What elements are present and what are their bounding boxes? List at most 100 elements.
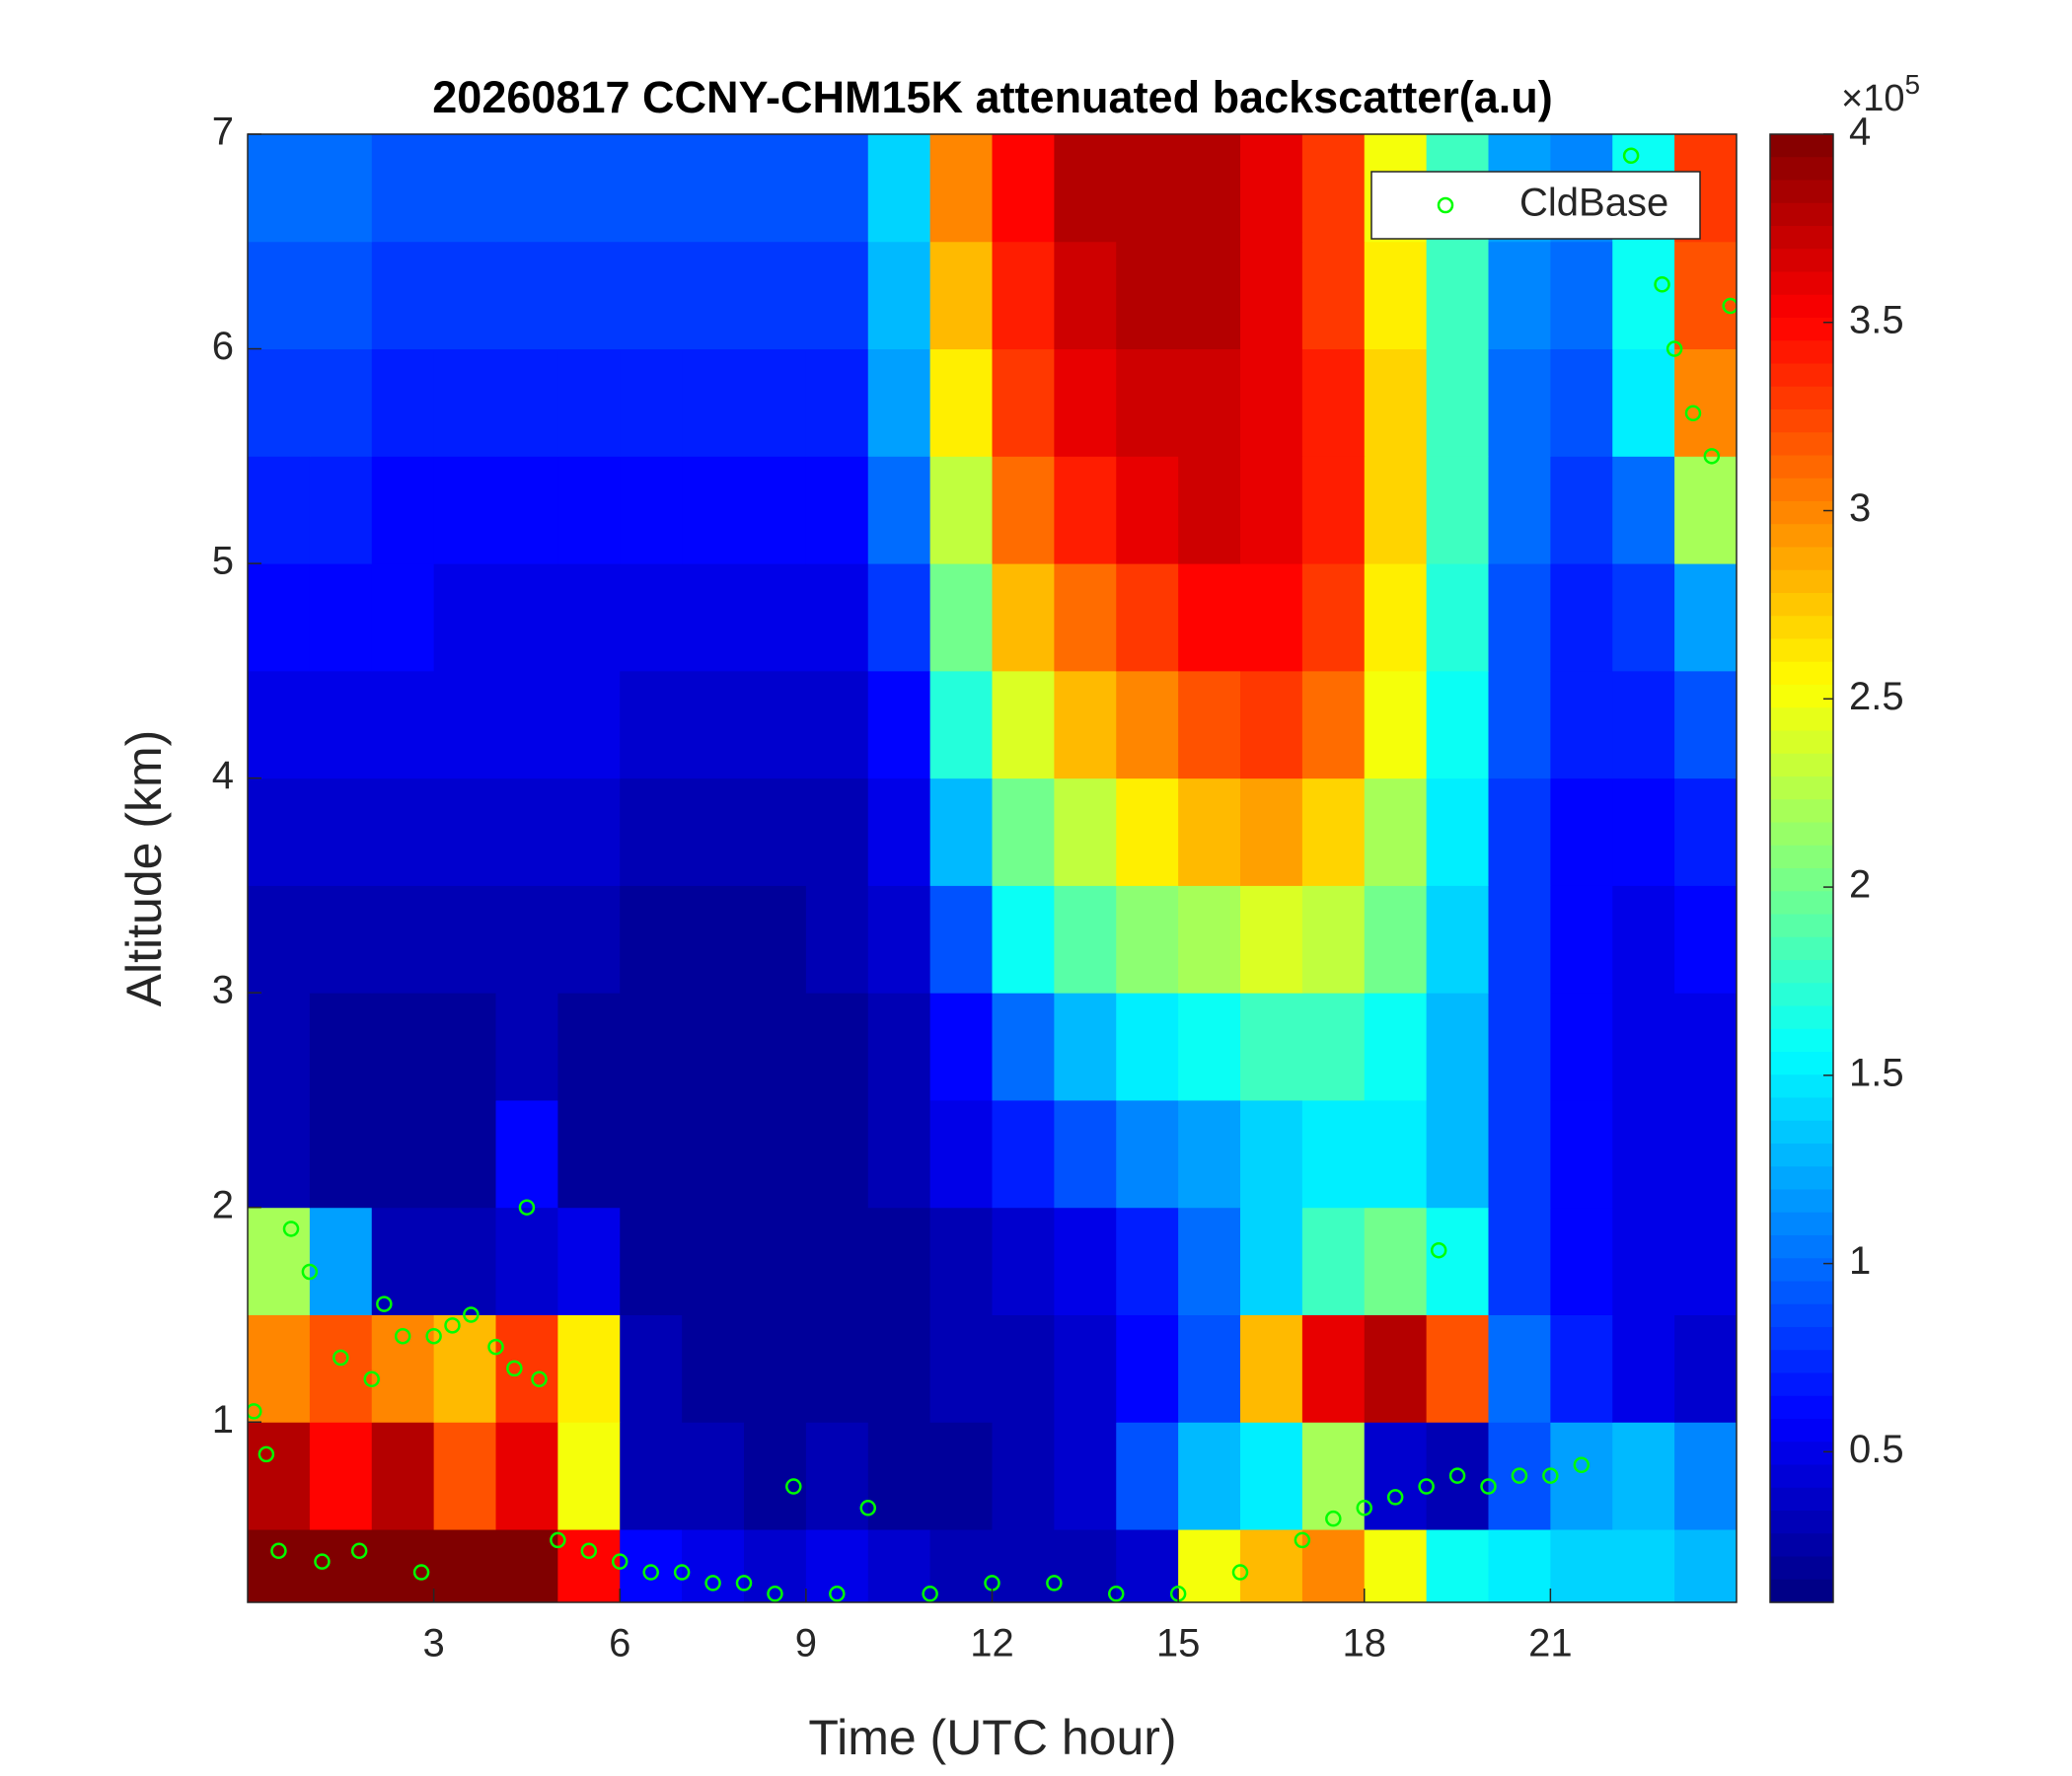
heat-cell: [1488, 1314, 1551, 1423]
colorbar-tick-label: 2: [1849, 863, 1871, 907]
heat-cell: [805, 1529, 869, 1602]
heat-cell: [495, 1099, 558, 1209]
heat-cell: [620, 348, 683, 457]
colorbar-segment: [1770, 1533, 1833, 1558]
colorbar-segment: [1770, 1419, 1833, 1443]
heat-cell: [248, 1422, 311, 1530]
heat-cell: [248, 134, 311, 243]
heat-cell: [1301, 1422, 1366, 1530]
heat-cell: [495, 993, 558, 1101]
heat-cell: [682, 1422, 745, 1530]
heat-cell: [1550, 777, 1613, 886]
colorbar-segment: [1770, 1005, 1833, 1030]
heat-cell: [867, 1207, 931, 1315]
heat-cell: [620, 456, 683, 564]
cloud-base-point: [642, 1564, 659, 1581]
heat-cell: [1426, 241, 1489, 350]
heat-cell: [433, 670, 496, 779]
heat-cell: [992, 777, 1055, 886]
legend-marker: [1437, 196, 1454, 214]
x-tick-label: 6: [609, 1622, 630, 1665]
heat-cell: [1054, 134, 1117, 243]
heat-cell: [371, 1314, 435, 1423]
colorbar-segment: [1770, 249, 1833, 273]
heat-cell: [248, 1099, 311, 1209]
heat-cell: [805, 134, 869, 243]
heat-cell: [1054, 993, 1117, 1101]
heat-cell: [1178, 670, 1241, 779]
heat-cell: [1178, 456, 1241, 564]
heat-cell: [1301, 1207, 1366, 1315]
heat-cell: [1426, 1529, 1489, 1602]
cloud-base-point: [376, 1295, 393, 1312]
cloud-base-point: [922, 1586, 938, 1602]
heat-cell: [1364, 241, 1428, 350]
colorbar-segment: [1770, 593, 1833, 617]
cloud-base-point: [767, 1586, 783, 1602]
cloud-base-point: [1703, 448, 1721, 465]
colorbar-segment: [1770, 753, 1833, 777]
heat-cell: [1240, 777, 1303, 886]
heat-cell: [620, 1314, 683, 1423]
heat-cell: [805, 885, 869, 994]
legend-label: CldBase: [1519, 182, 1668, 225]
heat-cell: [1426, 1314, 1489, 1423]
heat-cell: [309, 670, 373, 779]
heat-cell: [1488, 456, 1551, 564]
heat-cell: [620, 670, 683, 779]
heat-cell: [744, 777, 807, 886]
heat-cell: [1426, 885, 1489, 994]
heat-cell: [929, 134, 993, 243]
heat-cell: [1364, 993, 1428, 1101]
heat-cell: [248, 348, 311, 457]
y-axis-label: Altitude (km): [116, 730, 172, 1007]
heat-cell: [867, 670, 931, 779]
heat-cell: [1550, 563, 1613, 672]
colorbar-segment: [1770, 685, 1833, 708]
heat-cell: [309, 885, 373, 994]
colorbar-segment: [1770, 318, 1833, 341]
heat-cell: [557, 777, 621, 886]
heat-cell: [1426, 1422, 1489, 1530]
heat-cell: [433, 1099, 496, 1209]
cloud-base-point: [1684, 405, 1702, 422]
heat-cell: [433, 348, 496, 457]
heat-cell: [1364, 885, 1428, 994]
heat-cell: [433, 1314, 496, 1423]
heat-cell: [1426, 456, 1489, 564]
colorbar-tick-label: 2.5: [1849, 675, 1904, 718]
heat-cell: [557, 1314, 621, 1423]
heat-cell: [1550, 1529, 1613, 1602]
heat-cell: [1240, 134, 1303, 243]
heat-cell: [1301, 456, 1366, 564]
heat-cell: [1488, 348, 1551, 457]
y-tick-label: 5: [212, 540, 234, 583]
heat-cell: [682, 885, 745, 994]
heat-cell: [1488, 670, 1551, 779]
legend-box: [1370, 171, 1701, 240]
heat-cell: [248, 1529, 311, 1602]
heat-cell: [1550, 993, 1613, 1101]
heat-cell: [1674, 670, 1737, 779]
heat-cell: [1674, 777, 1737, 886]
heat-cell: [1364, 1314, 1428, 1423]
heat-cell: [1178, 1422, 1241, 1530]
heat-cell: [495, 1207, 558, 1315]
colorbar-segment: [1770, 707, 1833, 732]
heat-cell: [929, 563, 993, 672]
colorbar-segment: [1770, 478, 1833, 502]
heat-cell: [557, 1099, 621, 1209]
heat-cell: [371, 134, 435, 243]
cloud-base-point: [314, 1553, 331, 1570]
heat-cell: [1426, 348, 1489, 457]
heat-cell: [1301, 777, 1366, 886]
heat-cell: [1178, 777, 1241, 886]
x-tick-label: 3: [423, 1622, 445, 1665]
heat-cell: [495, 885, 558, 994]
colorbar-segment: [1770, 1235, 1833, 1259]
colorbar-segment: [1770, 661, 1833, 686]
heat-cell: [371, 1422, 435, 1530]
heat-cell: [1674, 1099, 1737, 1209]
heat-cell: [495, 1529, 558, 1602]
heat-cell: [1488, 885, 1551, 994]
